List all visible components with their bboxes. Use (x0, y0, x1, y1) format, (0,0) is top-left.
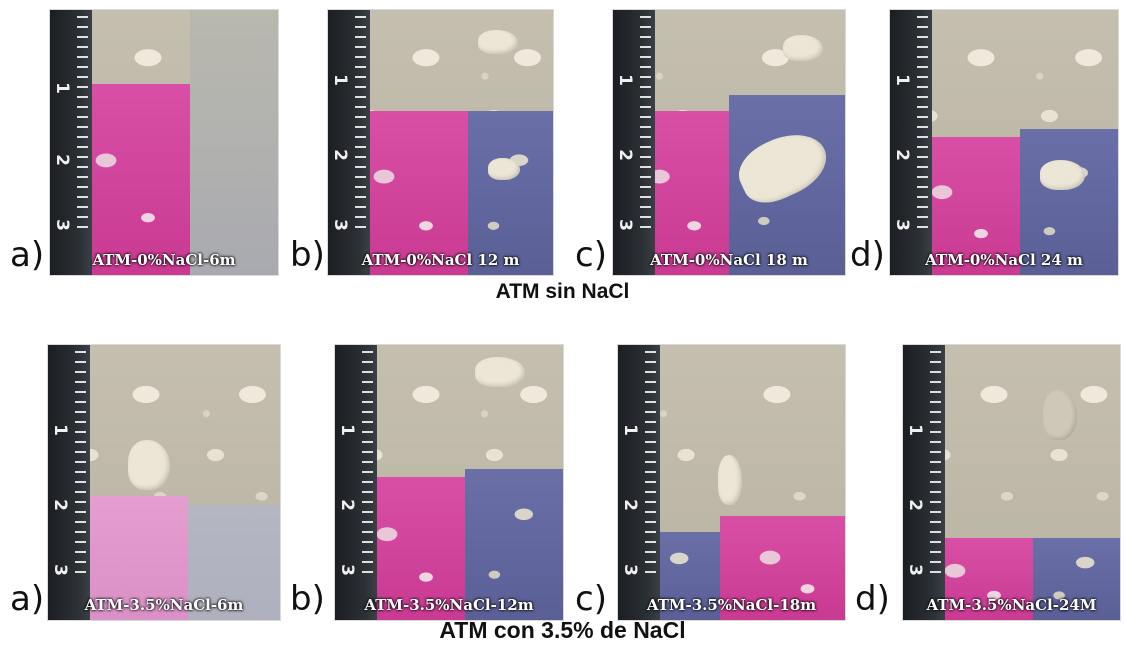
scale-mark: 3 (904, 564, 925, 576)
panel-bottom-a: a) 1 2 3 ATM-3.5%NaCl-6m (10, 340, 285, 620)
scale-mark: 3 (619, 564, 640, 576)
panel-letter: b) (290, 235, 325, 275)
pink-zone (720, 515, 845, 620)
panel-letter: b) (290, 579, 325, 619)
panel-caption: ATM-3.5%NaCl-18m (646, 596, 817, 614)
scale-mark: 1 (891, 74, 912, 86)
core-photo: 1 2 3 ATM-3.5%NaCl-18m (618, 345, 845, 620)
core-right-half (188, 345, 280, 620)
aggregate (475, 357, 525, 387)
panel-caption: ATM-0%NaCl 24 m (925, 251, 1083, 269)
panel-letter: d) (850, 235, 885, 275)
ruler-scale: 1 2 3 (903, 345, 945, 620)
blue-zone (465, 468, 563, 620)
scale-mark: 2 (891, 149, 912, 161)
scale-mark: 2 (51, 154, 72, 166)
aggregate (128, 440, 170, 490)
aggregate (718, 455, 742, 505)
panel-caption: ATM-3.5%NaCl-6m (84, 596, 244, 614)
scale-mark: 3 (336, 564, 357, 576)
panel-bottom-c: c) 1 2 3 ATM-3.5%NaCl-18m (575, 340, 850, 620)
scale-mark: 3 (329, 219, 350, 231)
panel-bottom-b: b) 1 2 3 ATM-3.5%NaCl-12m (290, 340, 570, 620)
core-photo: 1 2 3 ATM-3.5%NaCl-6m (48, 345, 280, 620)
scale-mark: 3 (49, 564, 70, 576)
core-photo: 1 2 3 ATM-3.5%NaCl-24M (903, 345, 1120, 620)
scale-mark: 1 (904, 424, 925, 436)
ruler-scale: 1 2 3 (328, 10, 370, 275)
core-photo: 1 2 3 ATM-3.5%NaCl-12m (335, 345, 563, 620)
blue-zone (1020, 129, 1118, 275)
scale-mark: 2 (49, 499, 70, 511)
aggregate (783, 35, 823, 61)
core-right-half (1020, 10, 1118, 275)
blue-zone (188, 504, 280, 620)
core-right-half (190, 10, 278, 275)
scale-mark: 2 (336, 499, 357, 511)
scale-mark: 2 (904, 499, 925, 511)
aggregate (1043, 390, 1077, 440)
bottom-row: a) 1 2 3 ATM-3.5%NaCl-6m b) (0, 330, 1125, 645)
ruler-scale: 1 2 3 (50, 10, 92, 275)
scale-mark: 1 (619, 424, 640, 436)
scale-mark: 2 (329, 149, 350, 161)
core-right-half (1033, 345, 1120, 620)
scale-mark: 1 (329, 74, 350, 86)
ruler-scale: 1 2 3 (613, 10, 655, 275)
panel-caption: ATM-0%NaCl 18 m (650, 251, 808, 269)
scale-mark: 1 (614, 74, 635, 86)
panel-top-b: b) 1 2 3 ATM-0%NaCl 12 m (290, 10, 565, 285)
aggregate (488, 158, 520, 180)
ruler-scale: 1 2 3 (48, 345, 90, 620)
core-photo: 1 2 3 ATM-0%NaCl 18 m (613, 10, 845, 275)
scale-mark: 2 (614, 149, 635, 161)
scale-mark: 3 (614, 219, 635, 231)
panel-caption: ATM-0%NaCl-6m (92, 251, 236, 269)
core-photo: 1 2 3 ATM-0%NaCl 12 m (328, 10, 553, 275)
ruler-scale: 1 2 3 (890, 10, 932, 275)
panel-letter: a) (10, 235, 45, 275)
panel-caption: ATM-3.5%NaCl-12m (364, 596, 534, 614)
blue-zone (1033, 537, 1120, 620)
panel-bottom-d: d) 1 2 3 ATM-3.5%NaCl-24M (855, 340, 1125, 620)
panel-letter: c) (575, 235, 607, 275)
aggregate (478, 30, 518, 54)
scale-mark: 1 (49, 424, 70, 436)
aggregate (1040, 160, 1085, 190)
scale-mark: 1 (336, 424, 357, 436)
core-photo: 1 2 3 ATM-0%NaCl-6m (50, 10, 278, 275)
scale-mark: 3 (891, 219, 912, 231)
panel-top-a: a) 1 2 3 ATM-0%NaCl-6m (10, 10, 280, 285)
ruler-scale: 1 2 3 (618, 345, 660, 620)
group-title: ATM con 3.5% de NaCl (439, 617, 686, 643)
blue-zone (468, 110, 553, 275)
panel-caption: ATM-0%NaCl 12 m (361, 251, 520, 269)
core-right-half (465, 345, 563, 620)
core-right-half (468, 10, 553, 275)
scale-mark: 1 (51, 82, 72, 94)
scale-mark: 3 (51, 219, 72, 231)
group-title: ATM sin NaCl (495, 280, 630, 303)
ruler-scale: 1 2 3 (335, 345, 377, 620)
panel-caption: ATM-3.5%NaCl-24M (926, 596, 1097, 614)
panel-letter: d) (855, 579, 890, 619)
core-photo: 1 2 3 ATM-0%NaCl 24 m (890, 10, 1118, 275)
top-row: a) 1 2 3 ATM-0%NaCl-6m b) (0, 0, 1125, 310)
panel-top-d: d) 1 2 3 ATM-0%NaCl 24 m (850, 10, 1125, 285)
panel-letter: c) (575, 579, 607, 619)
panel-top-c: c) 1 2 3 ATM-0%NaCl 18 m (575, 10, 850, 285)
panel-letter: a) (10, 579, 45, 619)
scale-mark: 2 (619, 499, 640, 511)
